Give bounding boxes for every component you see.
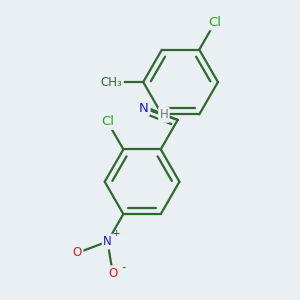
Text: O: O	[108, 267, 117, 280]
Text: CH₃: CH₃	[100, 76, 122, 88]
Text: N: N	[103, 235, 112, 248]
Text: Cl: Cl	[101, 116, 114, 128]
Text: N: N	[139, 101, 148, 115]
Text: O: O	[73, 246, 82, 260]
Text: O: O	[139, 100, 149, 113]
Text: Cl: Cl	[208, 16, 222, 29]
Text: +: +	[112, 229, 119, 238]
Text: H: H	[160, 108, 168, 121]
Text: -: -	[122, 261, 126, 274]
